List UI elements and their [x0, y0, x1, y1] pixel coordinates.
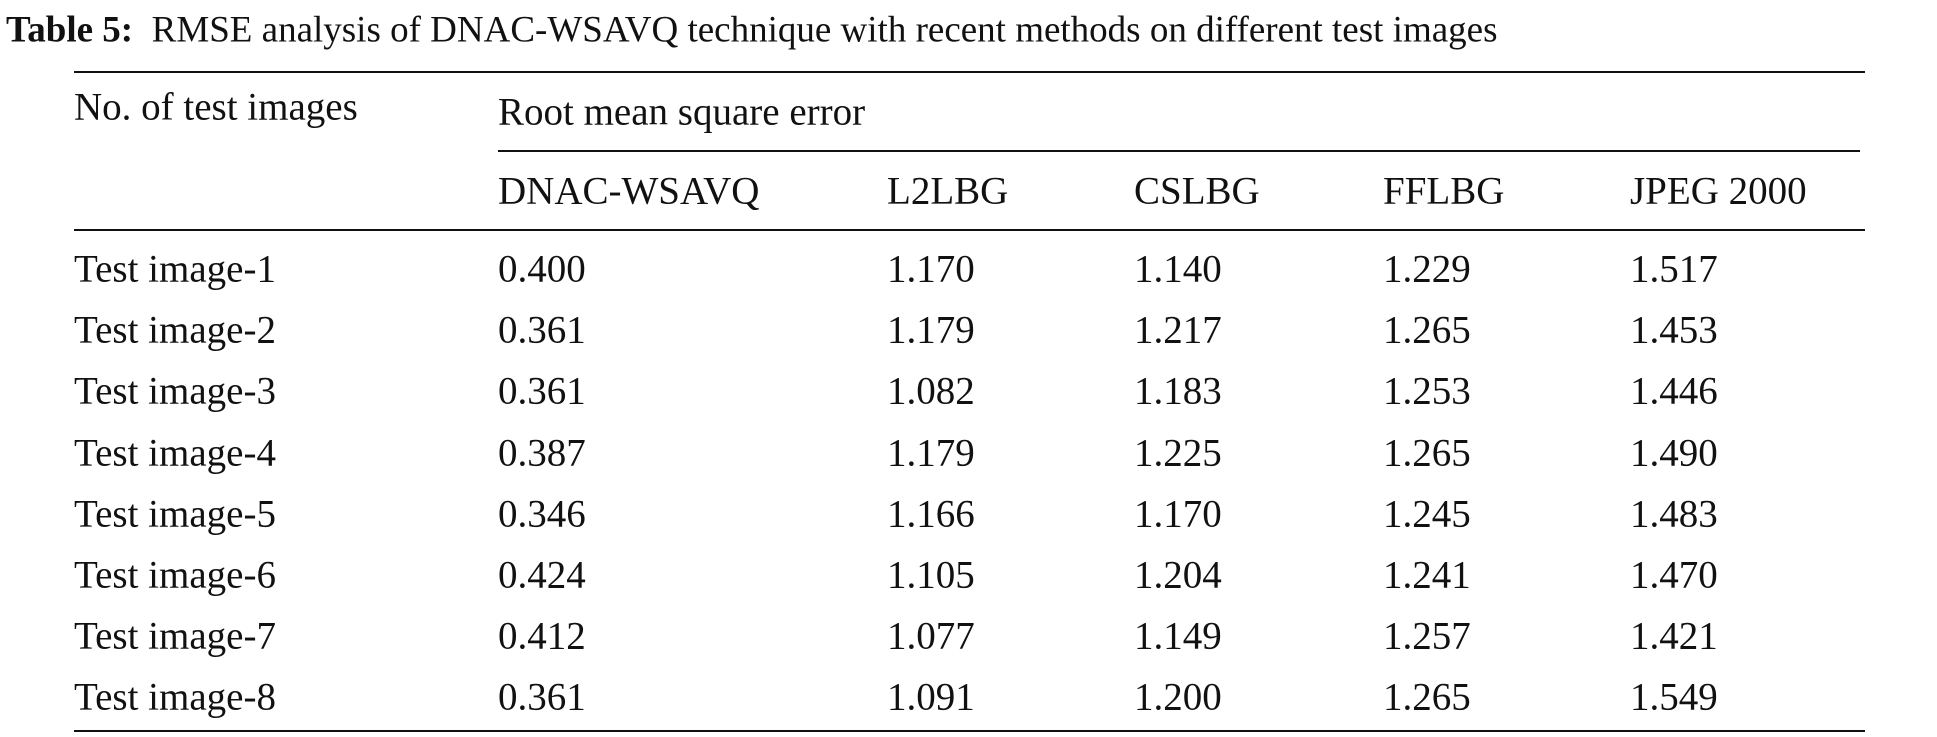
table-cell: 1.217: [1134, 308, 1222, 352]
column-header: L2LBG: [887, 169, 1009, 213]
group-header: Root mean square error: [498, 90, 866, 134]
table-cell: 1.253: [1383, 369, 1471, 413]
table-cell: 1.549: [1630, 675, 1718, 719]
row-label: Test image-8: [74, 675, 276, 719]
table-cell: 1.265: [1383, 308, 1471, 352]
table-cell: 0.412: [498, 614, 586, 658]
table-cell: 1.470: [1630, 553, 1718, 597]
table-cell: 0.387: [498, 431, 586, 475]
top-rule: [74, 71, 1865, 73]
table-cell: 1.200: [1134, 675, 1222, 719]
table-cell: 1.105: [887, 553, 975, 597]
table-cell: 1.245: [1383, 492, 1471, 536]
table-cell: 1.517: [1630, 247, 1718, 291]
table-cell: 1.265: [1383, 675, 1471, 719]
table-cell: 1.265: [1383, 431, 1471, 475]
table-cell: 0.400: [498, 247, 586, 291]
table-cell: 0.361: [498, 369, 586, 413]
row-label: Test image-6: [74, 553, 276, 597]
row-label: Test image-4: [74, 431, 276, 475]
row-label: Test image-3: [74, 369, 276, 413]
column-header: FFLBG: [1383, 169, 1505, 213]
bottom-rule: [74, 730, 1865, 732]
table-cell: 1.166: [887, 492, 975, 536]
caption-label: Table 5:: [6, 9, 134, 51]
caption-text: RMSE analysis of DNAC-WSAVQ technique wi…: [151, 9, 1498, 51]
header-rule: [74, 229, 1865, 231]
table-cell: 1.140: [1134, 247, 1222, 291]
row-header: No. of test images: [74, 85, 358, 129]
row-label: Test image-7: [74, 614, 276, 658]
group-rule: [498, 150, 1860, 152]
table-cell: 1.490: [1630, 431, 1718, 475]
column-header: JPEG 2000: [1630, 169, 1807, 213]
table-cell: 0.361: [498, 308, 586, 352]
table-cell: 1.257: [1383, 614, 1471, 658]
table-cell: 1.170: [1134, 492, 1222, 536]
table-cell: 0.361: [498, 675, 586, 719]
table-cell: 1.149: [1134, 614, 1222, 658]
table-cell: 1.204: [1134, 553, 1222, 597]
table-cell: 1.179: [887, 431, 975, 475]
row-label: Test image-5: [74, 492, 276, 536]
table-cell: 1.077: [887, 614, 975, 658]
column-header: CSLBG: [1134, 169, 1260, 213]
table-cell: 1.421: [1630, 614, 1718, 658]
table-caption: Table 5: RMSE analysis of DNAC-WSAVQ tec…: [6, 12, 1497, 49]
table-cell: 1.179: [887, 308, 975, 352]
table-cell: 1.082: [887, 369, 975, 413]
table-cell: 0.424: [498, 553, 586, 597]
table-cell: 0.346: [498, 492, 586, 536]
row-label: Test image-2: [74, 308, 276, 352]
row-label: Test image-1: [74, 247, 276, 291]
table-cell: 1.241: [1383, 553, 1471, 597]
table-cell: 1.483: [1630, 492, 1718, 536]
column-header: DNAC-WSAVQ: [498, 169, 760, 213]
table-cell: 1.446: [1630, 369, 1718, 413]
table-cell: 1.183: [1134, 369, 1222, 413]
table-cell: 1.170: [887, 247, 975, 291]
table-cell: 1.091: [887, 675, 975, 719]
table-cell: 1.225: [1134, 431, 1222, 475]
table-cell: 1.453: [1630, 308, 1718, 352]
table-cell: 1.229: [1383, 247, 1471, 291]
